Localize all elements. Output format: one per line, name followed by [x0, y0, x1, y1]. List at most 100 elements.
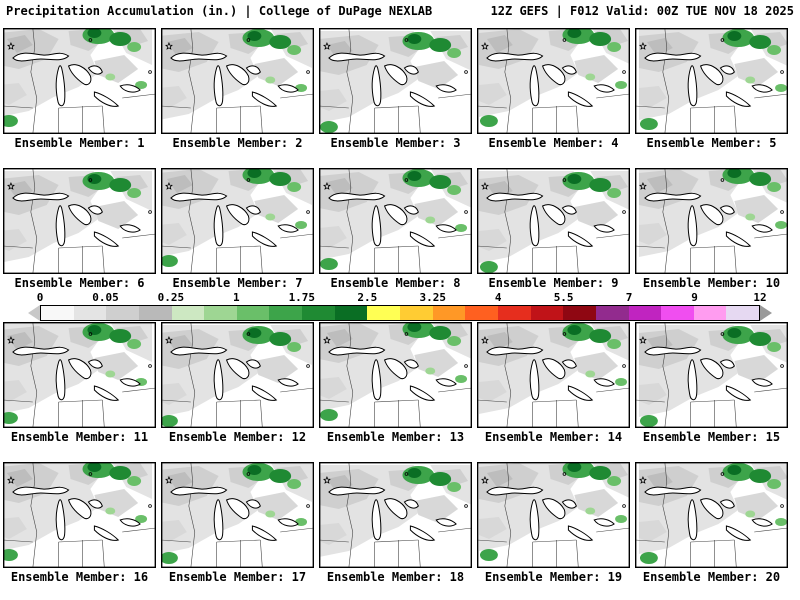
map-frame: [477, 28, 630, 134]
colorbar-segment: [106, 306, 139, 320]
precip-shading: [319, 322, 472, 421]
state-borders: [635, 28, 788, 134]
city-markers: [323, 472, 468, 508]
colorbar-tick-label: 0.25: [157, 291, 185, 304]
model-run-valid-time: 12Z GEFS | F012 Valid: 00Z TUE NOV 18 20…: [490, 4, 794, 18]
ensemble-panel: Ensemble Member: 1: [3, 28, 156, 150]
panel-label: Ensemble Member: 4: [488, 136, 619, 150]
ensemble-panel: Ensemble Member: 2: [161, 28, 314, 150]
panel-label: Ensemble Member: 13: [326, 430, 465, 444]
great-lakes-outlines: [328, 486, 457, 541]
city-dot-icon: [780, 70, 784, 74]
great-lakes-outlines: [644, 346, 773, 401]
colorbar-right-arrow-icon: [760, 305, 772, 321]
panel-row-1: Ensemble Member: 1: [3, 28, 788, 150]
ensemble-map: [3, 462, 156, 568]
ensemble-map: [635, 28, 788, 134]
great-lakes-outlines: [486, 52, 615, 107]
ensemble-map: [477, 28, 630, 134]
city-dot-icon: [562, 38, 567, 42]
panel-label: Ensemble Member: 14: [484, 430, 623, 444]
state-borders: [3, 28, 156, 134]
city-markers: [323, 38, 468, 74]
ensemble-map: [635, 168, 788, 274]
city-dot-icon: [88, 178, 93, 182]
colorbar-tick-label: 1.75: [288, 291, 316, 304]
map-frame: [161, 322, 314, 428]
map-frame: [319, 28, 472, 134]
star-marker-icon: [639, 335, 647, 344]
map-frame: [635, 322, 788, 428]
state-borders: [477, 28, 630, 134]
state-borders: [3, 168, 156, 274]
city-dot-icon: [404, 38, 409, 42]
state-borders: [635, 322, 788, 428]
map-frame: [3, 462, 156, 568]
city-markers: [323, 332, 468, 368]
precip-shading: [3, 322, 153, 424]
city-dot-icon: [246, 38, 251, 42]
city-dot-icon: [148, 504, 152, 508]
star-marker-icon: [639, 475, 647, 484]
colorbar-segment: [563, 306, 596, 320]
city-dot-icon: [306, 210, 310, 214]
great-lakes-outlines: [328, 52, 457, 107]
map-frame: [477, 322, 630, 428]
great-lakes-outlines: [644, 486, 773, 541]
colorbar-tick-label: 3.25: [419, 291, 446, 304]
ensemble-panel: Ensemble Member: 4: [477, 28, 630, 150]
great-lakes-outlines: [328, 346, 457, 401]
ensemble-map: [319, 462, 472, 568]
city-markers: [165, 38, 310, 74]
map-frame: [319, 462, 472, 568]
star-marker-icon: [639, 181, 647, 190]
colorbar-segment: [269, 306, 303, 320]
star-marker-icon: [7, 41, 15, 50]
precip-shading: [319, 168, 472, 270]
ensemble-panel: Ensemble Member: 9: [477, 168, 630, 290]
map-frame: [635, 462, 788, 568]
city-dot-icon: [464, 364, 468, 368]
city-markers: [481, 332, 626, 368]
state-borders: [319, 322, 472, 428]
city-dot-icon: [780, 210, 784, 214]
star-marker-icon: [165, 475, 173, 484]
star-marker-icon: [639, 41, 647, 50]
ensemble-panel: Ensemble Member: 8: [319, 168, 472, 290]
great-lakes-outlines: [328, 192, 457, 247]
city-markers: [481, 38, 626, 74]
map-frame: [635, 168, 788, 274]
city-dot-icon: [88, 332, 93, 336]
city-dot-icon: [464, 70, 468, 74]
ensemble-panel: Ensemble Member: 14: [477, 322, 630, 444]
city-dot-icon: [720, 38, 725, 42]
city-markers: [639, 38, 784, 74]
state-borders: [161, 28, 314, 134]
panel-label: Ensemble Member: 2: [172, 136, 303, 150]
ensemble-map: [635, 322, 788, 428]
colorbar-tick-label: 0: [36, 291, 44, 304]
great-lakes-outlines: [170, 346, 299, 401]
panel-label: Ensemble Member: 9: [488, 276, 619, 290]
ensemble-map: [161, 168, 314, 274]
colorbar-segment: [432, 306, 466, 320]
star-marker-icon: [165, 41, 173, 50]
ensemble-map: [635, 462, 788, 568]
colorbar-tick-label: 9: [691, 291, 698, 304]
great-lakes-outlines: [12, 346, 141, 401]
state-borders: [635, 168, 788, 274]
map-frame: [477, 462, 630, 568]
map-frame: [161, 168, 314, 274]
state-borders: [3, 462, 156, 568]
ensemble-panel: Ensemble Member: 19: [477, 462, 630, 584]
city-dot-icon: [562, 178, 567, 182]
map-frame: [477, 168, 630, 274]
star-marker-icon: [481, 335, 489, 344]
panel-label: Ensemble Member: 5: [646, 136, 777, 150]
precip-shading: [638, 28, 788, 130]
city-markers: [165, 332, 310, 368]
ensemble-map: [3, 322, 156, 428]
state-borders: [635, 462, 788, 568]
panel-label: Ensemble Member: 18: [326, 570, 465, 584]
city-dot-icon: [720, 178, 725, 182]
